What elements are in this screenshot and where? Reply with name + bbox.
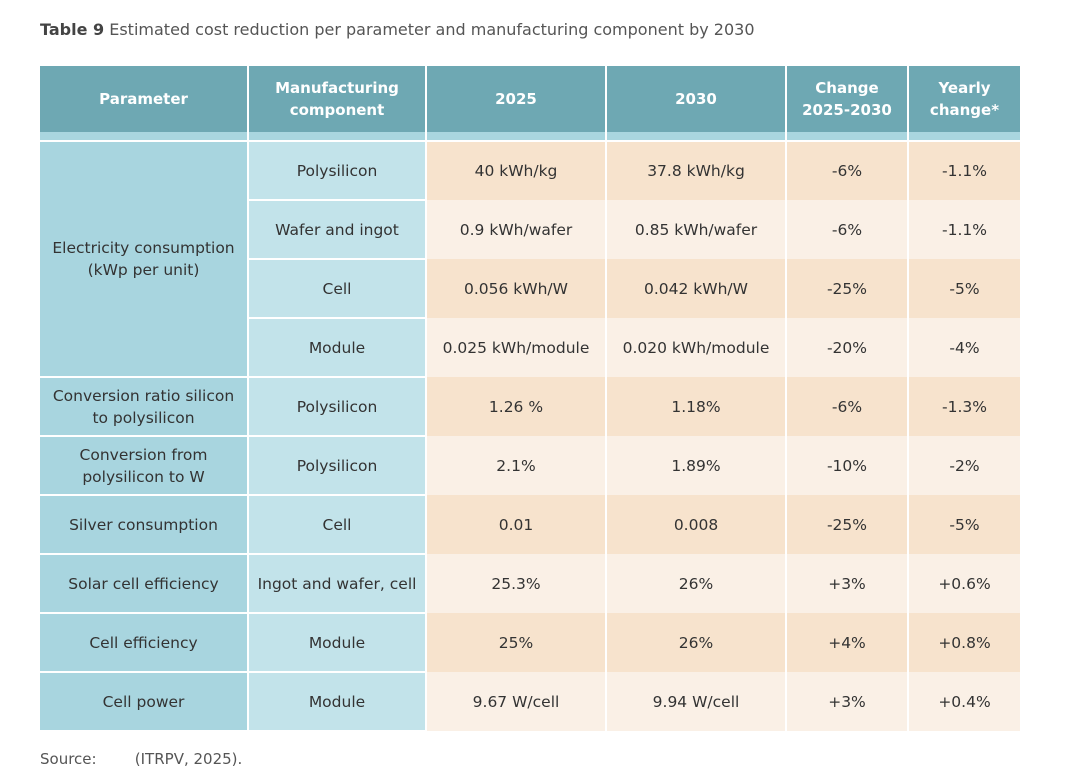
value-2025-cell: 25% — [426, 613, 607, 672]
yearly-change-cell: -4% — [908, 318, 1020, 377]
table-row: Conversion ratio silicon to polysilicon … — [40, 377, 1020, 437]
header-change: Change 2025-2030 — [786, 66, 909, 132]
value-2030-cell: 1.18% — [606, 377, 787, 436]
value-2025-cell: 0.056 kWh/W — [426, 259, 607, 318]
change-cell: -25% — [786, 259, 909, 318]
change-cell: -25% — [786, 495, 909, 554]
parameter-cell: Cell power — [40, 672, 249, 732]
change-cell: +4% — [786, 613, 909, 672]
value-2025-cell: 0.01 — [426, 495, 607, 554]
value-2030-cell: 9.94 W/cell — [606, 672, 787, 731]
header-2025: 2025 — [426, 66, 607, 132]
value-2030-cell: 0.020 kWh/module — [606, 318, 787, 377]
table-caption-label: Table 9 — [40, 20, 105, 39]
component-cell: Wafer and ingot — [248, 200, 427, 260]
table-row: Cell efficiency Module 25% 26% +4% +0.8% — [40, 613, 1020, 673]
value-2030-cell: 1.89% — [606, 436, 787, 495]
value-2030-cell: 26% — [606, 613, 787, 672]
value-2025-cell: 1.26 % — [426, 377, 607, 436]
component-cell: Polysilicon — [248, 436, 427, 496]
yearly-change-cell: +0.6% — [908, 554, 1020, 613]
yearly-change-cell: -5% — [908, 495, 1020, 554]
table-caption-text: Estimated cost reduction per parameter a… — [109, 20, 755, 39]
parameter-cell: Cell efficiency — [40, 613, 249, 673]
table-row: Conversion from polysilicon to W Polysil… — [40, 436, 1020, 496]
value-2025-cell: 0.025 kWh/module — [426, 318, 607, 377]
table-row: Module 0.025 kWh/module 0.020 kWh/module… — [40, 318, 1020, 378]
header-yearly-change: Yearly change* — [908, 66, 1020, 132]
yearly-change-cell: +0.8% — [908, 613, 1020, 672]
table-row: Silver consumption Cell 0.01 0.008 -25% … — [40, 495, 1020, 555]
source-label: Source: — [40, 750, 97, 768]
parameter-cell: Silver consumption — [40, 495, 249, 555]
component-cell: Module — [248, 613, 427, 673]
table-header-row: Parameter Manufacturing component 2025 2… — [40, 66, 1020, 132]
value-2030-cell: 0.042 kWh/W — [606, 259, 787, 318]
parameter-cell: Conversion from polysilicon to W — [40, 436, 249, 496]
parameter-cell: Electricity consumption (kWp per unit) — [40, 141, 249, 378]
header-2030: 2030 — [606, 66, 787, 132]
parameter-cell: Solar cell efficiency — [40, 554, 249, 614]
value-2025-cell: 0.9 kWh/wafer — [426, 200, 607, 259]
yearly-change-cell: -1.3% — [908, 377, 1020, 436]
component-cell: Cell — [248, 495, 427, 555]
value-2025-cell: 25.3% — [426, 554, 607, 613]
component-cell: Module — [248, 318, 427, 378]
table-row: Cell power Module 9.67 W/cell 9.94 W/cel… — [40, 672, 1020, 732]
yearly-change-cell: -2% — [908, 436, 1020, 495]
component-cell: Polysilicon — [248, 141, 427, 201]
value-2025-cell: 40 kWh/kg — [426, 141, 607, 200]
value-2030-cell: 0.85 kWh/wafer — [606, 200, 787, 259]
table-row: Cell 0.056 kWh/W 0.042 kWh/W -25% -5% — [40, 259, 1020, 319]
component-cell: Polysilicon — [248, 377, 427, 437]
table-row: Solar cell efficiency Ingot and wafer, c… — [40, 554, 1020, 614]
change-cell: +3% — [786, 672, 909, 731]
header-manufacturing-component: Manufacturing component — [248, 66, 427, 132]
yearly-change-cell: -5% — [908, 259, 1020, 318]
yearly-change-cell: +0.4% — [908, 672, 1020, 731]
change-cell: +3% — [786, 554, 909, 613]
yearly-change-cell: -1.1% — [908, 200, 1020, 259]
value-2025-cell: 2.1% — [426, 436, 607, 495]
component-cell: Ingot and wafer, cell — [248, 554, 427, 614]
value-2030-cell: 26% — [606, 554, 787, 613]
parameter-cell: Conversion ratio silicon to polysilicon — [40, 377, 249, 437]
value-2030-cell: 0.008 — [606, 495, 787, 554]
header-parameter: Parameter — [40, 66, 249, 132]
change-cell: -10% — [786, 436, 909, 495]
component-cell: Cell — [248, 259, 427, 319]
source-note: Source: (ITRPV, 2025). — [40, 750, 242, 768]
change-cell: -6% — [786, 200, 909, 259]
component-cell: Module — [248, 672, 427, 732]
table-spacer-row — [40, 132, 1020, 142]
cost-reduction-table: Parameter Manufacturing component 2025 2… — [40, 66, 1020, 732]
change-cell: -6% — [786, 377, 909, 436]
yearly-change-cell: -1.1% — [908, 141, 1020, 200]
table-row: Wafer and ingot 0.9 kWh/wafer 0.85 kWh/w… — [40, 200, 1020, 260]
value-2030-cell: 37.8 kWh/kg — [606, 141, 787, 200]
table-row: Electricity consumption (kWp per unit) P… — [40, 141, 1020, 378]
change-cell: -20% — [786, 318, 909, 377]
value-2025-cell: 9.67 W/cell — [426, 672, 607, 731]
table-caption: Table 9 Estimated cost reduction per par… — [40, 20, 755, 39]
change-cell: -6% — [786, 141, 909, 200]
source-text: (ITRPV, 2025). — [134, 750, 243, 768]
